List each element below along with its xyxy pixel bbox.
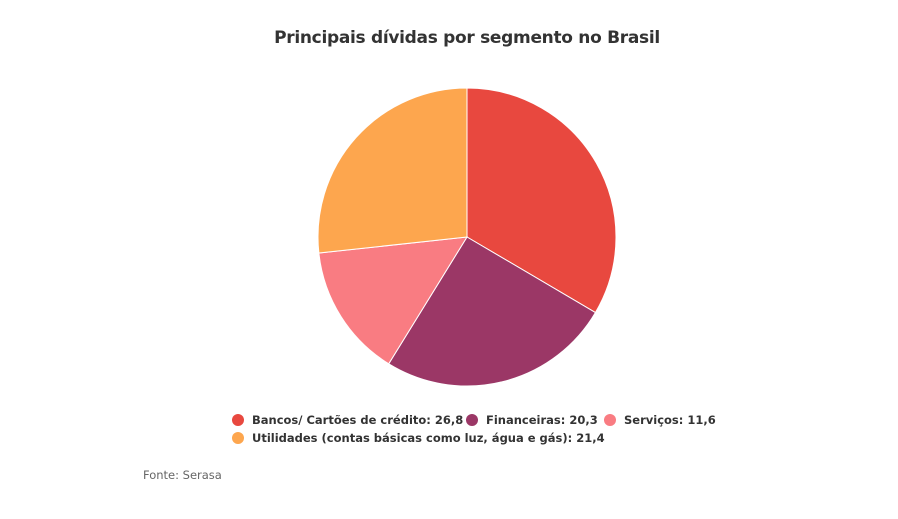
legend-label: Serviços: 11,6 <box>624 413 716 427</box>
pie-slice[interactable] <box>388 236 597 387</box>
legend-label: Financeiras: 20,3 <box>486 413 598 427</box>
pie-slice[interactable] <box>318 236 468 365</box>
legend-label: Utilidades (contas básicas como luz, águ… <box>252 431 605 445</box>
legend-dot <box>466 414 478 426</box>
legend-dot <box>604 414 616 426</box>
legend-dot <box>232 414 244 426</box>
source-note: Fonte: Serasa <box>143 468 222 482</box>
legend-item-financeiras[interactable]: Financeiras: 20,3 <box>466 413 598 427</box>
pie-slice[interactable] <box>317 87 468 254</box>
legend-label: Bancos/ Cartões de crédito: 26,8 <box>252 413 464 427</box>
legend-item-bancos[interactable]: Bancos/ Cartões de crédito: 26,8 <box>232 413 463 427</box>
pie-slice[interactable] <box>466 87 617 314</box>
legend-item-servicos[interactable]: Serviços: 11,6 <box>604 413 716 427</box>
legend-dot <box>232 432 244 444</box>
legend-item-utilidades[interactable]: Utilidades (contas básicas como luz, águ… <box>232 431 605 445</box>
chart-title: Principais dívidas por segmento no Brasi… <box>274 28 660 48</box>
